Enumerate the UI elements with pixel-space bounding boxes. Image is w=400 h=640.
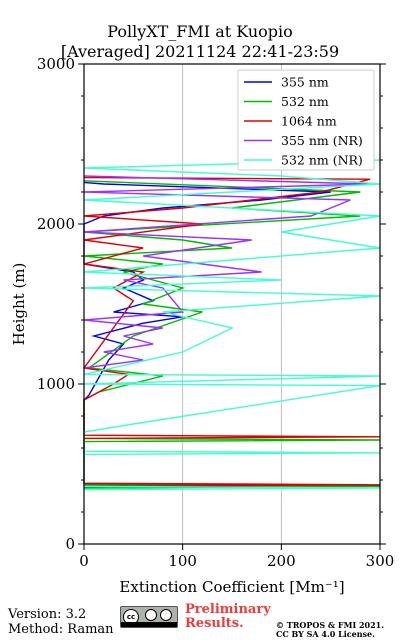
legend-label-1: 355 nm [281, 75, 329, 90]
chart-title: PollyXT_FMI at Kuopio [107, 22, 293, 41]
y-tick-label-4: 3000 [37, 55, 75, 73]
copyright-line1: © TROPOS & FMI 2021. [276, 620, 385, 630]
x-tick-label-3: 200 [267, 552, 296, 570]
x-tick-label-2: 100 [168, 552, 197, 570]
chart-subtitle: [Averaged] 20211124 22:41-23:59 [60, 42, 340, 61]
legend-label-3: 1064 nm [281, 114, 337, 129]
x-tick-label-1: 0 [79, 552, 89, 570]
copyright-line2: CC BY SA 4.0 License. [276, 629, 375, 639]
legend-label-5: 532 nm (NR) [281, 153, 363, 168]
legend-label-4: 355 nm (NR) [281, 133, 363, 148]
series-line-3 [82, 176, 381, 488]
y-axis-label: Height (m) [10, 263, 28, 346]
cc-by-sa-icon: cc [120, 606, 178, 628]
series-line-1 [83, 181, 381, 488]
preliminary-line1: Preliminary [185, 602, 271, 617]
legend: 355 nm 532 nm 1064 nm 355 nm (NR) 532 nm (NR… [237, 69, 375, 171]
series-line-5 [83, 159, 381, 491]
series-line-4 [83, 175, 371, 369]
preliminary-line2: Results. [185, 616, 244, 631]
plot-frame [83, 63, 381, 545]
legend-box [237, 69, 375, 171]
y-tick-label-1: 0 [65, 535, 75, 553]
x-axis-label: Extinction Coefficient [Mm⁻¹] [119, 578, 344, 596]
legend-label-2: 532 nm [281, 94, 329, 109]
method-text: Method: Raman [8, 622, 114, 637]
preliminary-notice: Preliminary Results. [185, 603, 271, 631]
y-tick-label-3: 2000 [37, 215, 75, 233]
version-text: Version: 3.2 [8, 607, 87, 622]
x-tick-label-4: 300 [366, 552, 395, 570]
y-tick-label-2: 1000 [37, 375, 75, 393]
series-layer [82, 159, 381, 491]
